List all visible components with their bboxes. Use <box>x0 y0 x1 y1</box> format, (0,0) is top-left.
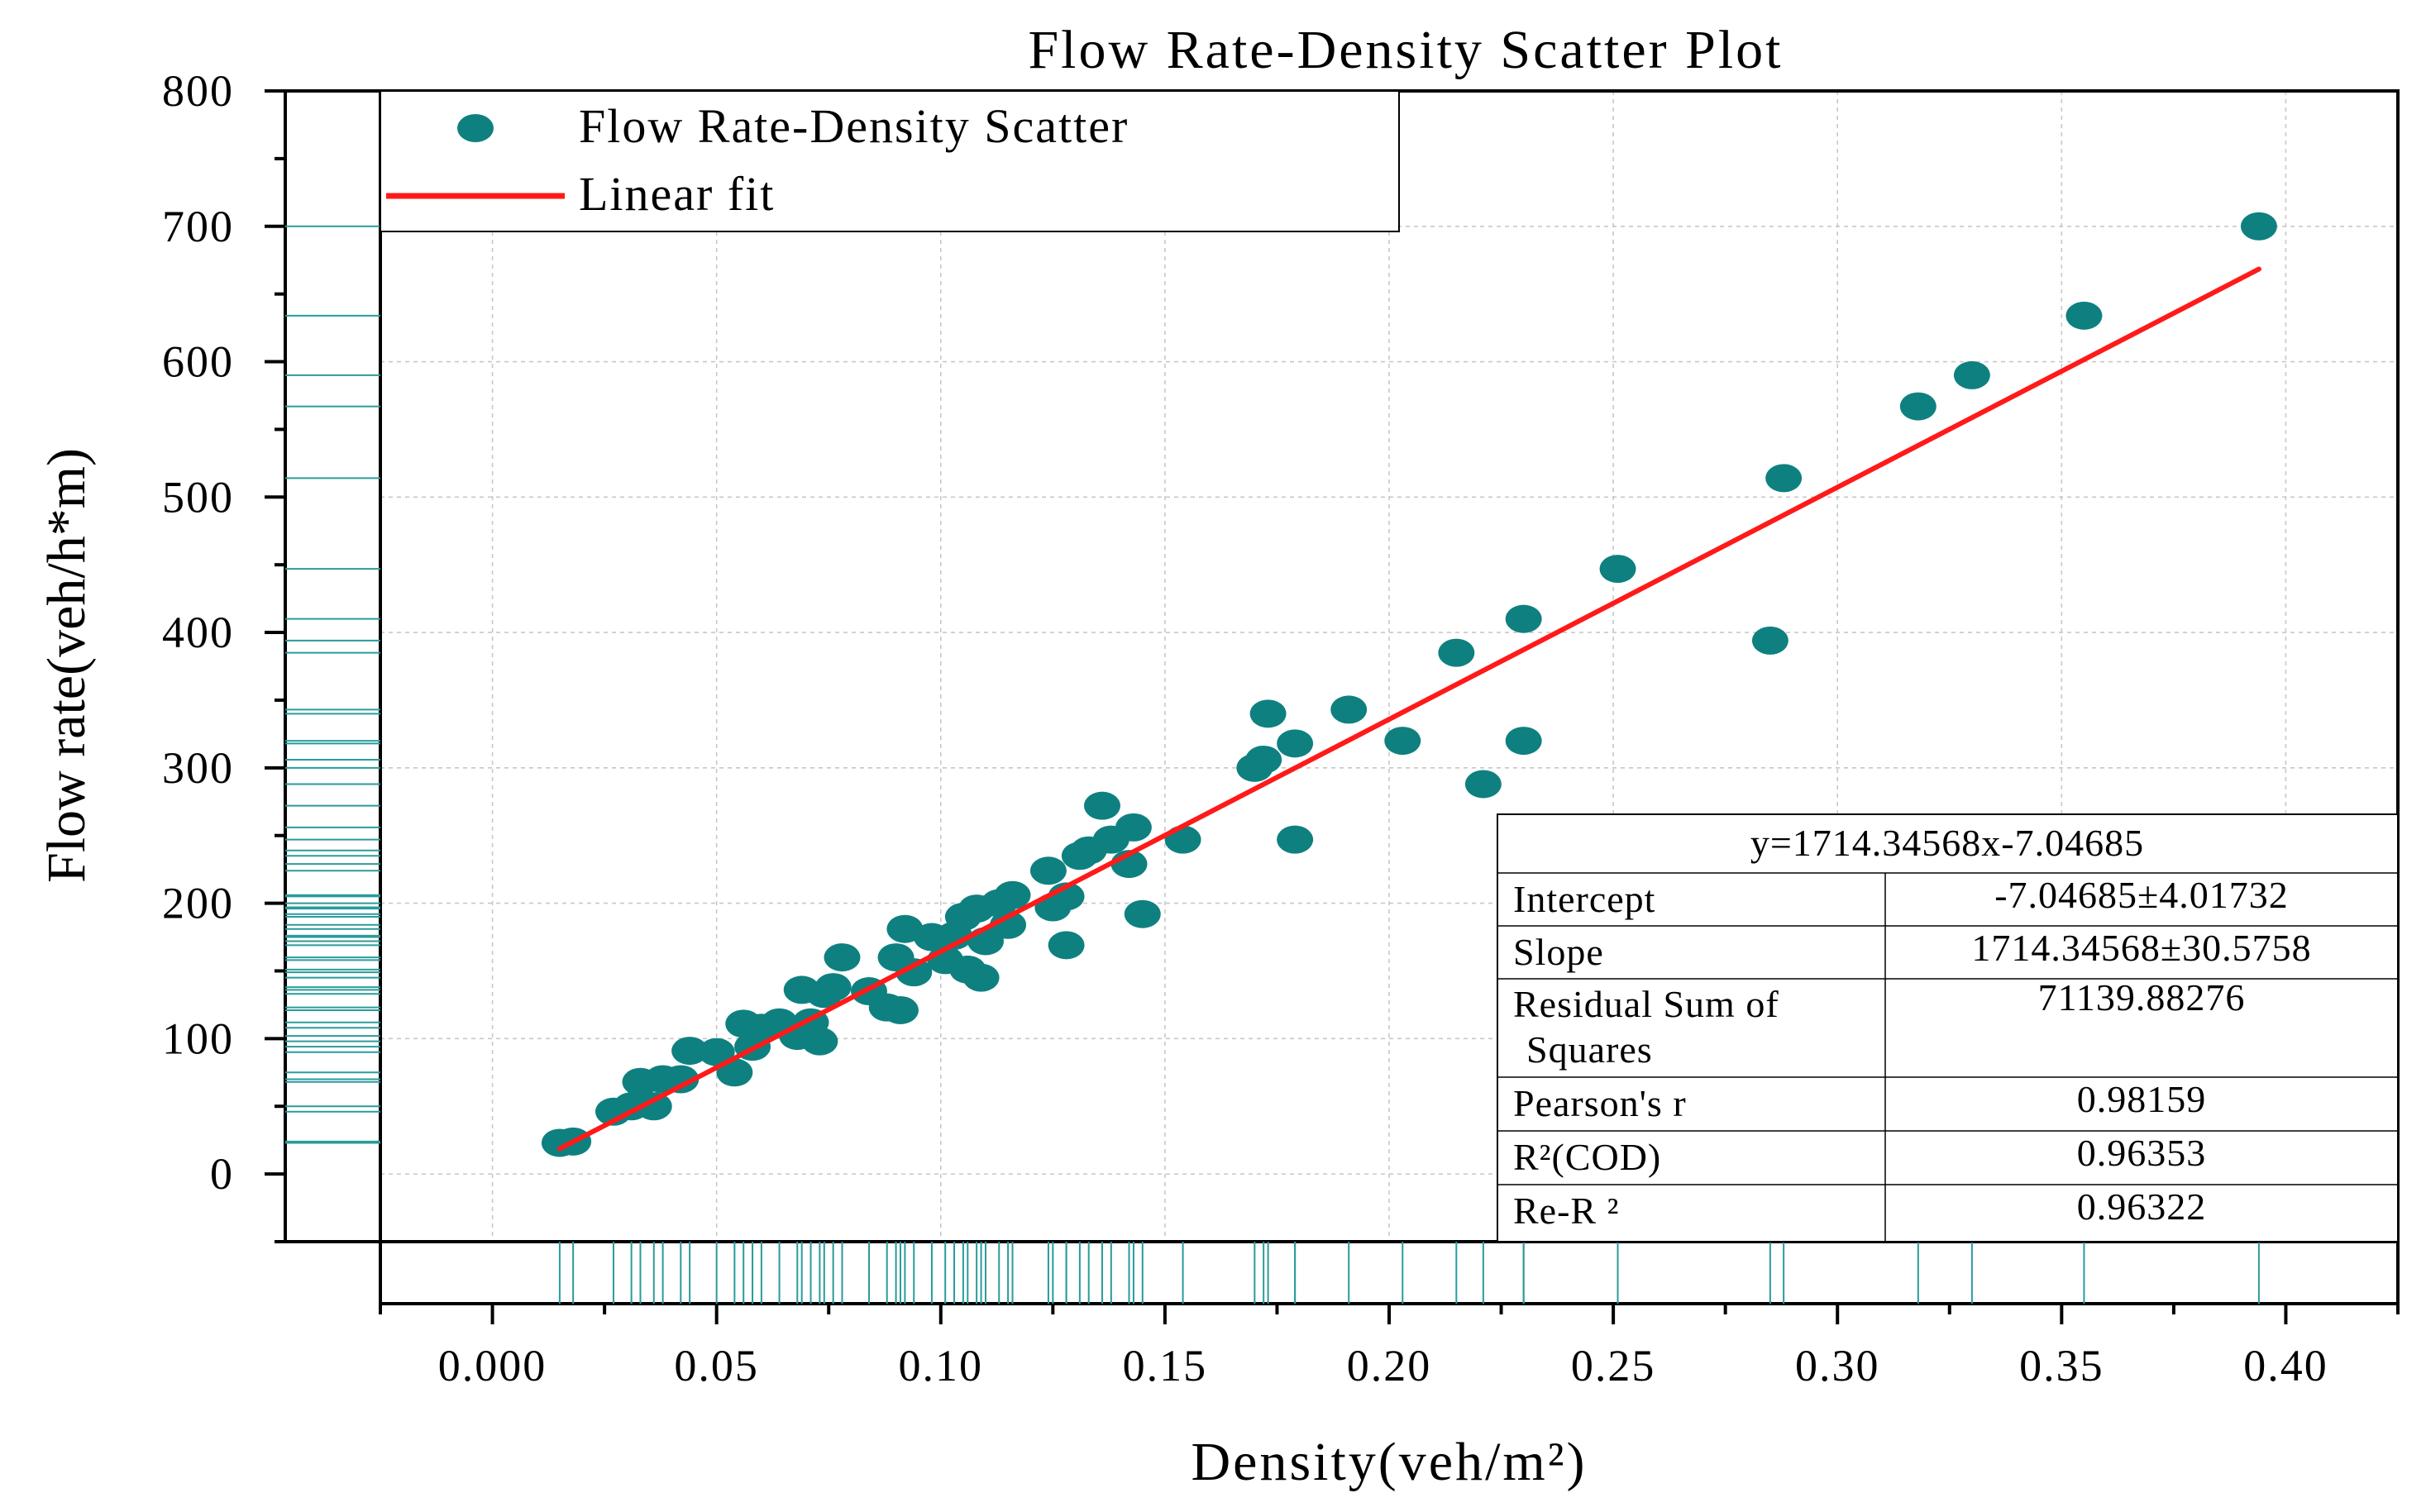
y-tick-label: 0 <box>210 1149 234 1199</box>
scatter-point <box>801 1027 838 1056</box>
fit-equation: y=1714.34568x-7.04685 <box>1750 822 2144 864</box>
scatter-point <box>1464 770 1502 799</box>
scatter-point <box>1124 899 1161 928</box>
stats-table-box <box>1497 813 2399 1243</box>
y-rug-marks <box>285 225 380 1144</box>
scatter-point <box>881 995 919 1024</box>
scatter-point <box>1245 745 1282 774</box>
scatter-point <box>1765 464 1803 493</box>
fit-stats-table: y=1714.34568x-7.04685 Intercept -7.04685… <box>1497 813 2399 1243</box>
y-tick-label: 600 <box>162 337 234 387</box>
stats-label-adj-r2: Re-R ² <box>1513 1190 1619 1232</box>
stats-value-r2: 0.96353 <box>2077 1132 2207 1174</box>
legend: Flow Rate-Density Scatter Linear fit <box>380 90 1400 232</box>
legend-scatter-marker <box>457 114 494 142</box>
scatter-point <box>1330 695 1368 724</box>
x-tick-label: 0.40 <box>2243 1341 2328 1390</box>
stats-label-slope: Slope <box>1513 931 1604 973</box>
scatter-point <box>2065 301 2103 330</box>
x-tick-label: 0.000 <box>438 1341 547 1390</box>
scatter-point <box>1505 727 1542 756</box>
scatter-point <box>1505 604 1542 633</box>
scatter-point <box>1115 813 1152 842</box>
legend-scatter-label: Flow Rate-Density Scatter <box>579 99 1129 153</box>
x-tick-label: 0.20 <box>1347 1341 1432 1390</box>
scatter-point <box>814 973 852 1002</box>
scatter-point <box>1953 360 1990 389</box>
stats-label-intercept: Intercept <box>1513 878 1655 920</box>
scatter-point <box>1277 729 1314 758</box>
scatter-point <box>2240 212 2277 241</box>
y-axis-ticks: 0 100 200 300 400 500 600 700 800 <box>162 66 285 1243</box>
x-tick-label: 0.25 <box>1571 1341 1656 1390</box>
scatter-point <box>1029 856 1067 885</box>
y-tick-label: 700 <box>162 202 234 251</box>
x-tick-label: 0.05 <box>674 1341 759 1390</box>
legend-box <box>380 90 1400 232</box>
scatter-point <box>1438 638 1475 667</box>
stats-value-intercept: -7.04685±4.01732 <box>1994 874 2289 916</box>
y-tick-label: 800 <box>162 66 234 116</box>
scatter-point <box>1164 825 1201 854</box>
y-tick-label: 200 <box>162 879 234 928</box>
stats-value-adj-r2: 0.96322 <box>2077 1185 2207 1228</box>
x-tick-label: 0.10 <box>899 1341 984 1390</box>
scatter-point <box>1384 727 1421 756</box>
stats-value-slope: 1714.34568±30.5758 <box>1971 927 2311 969</box>
y-tick-label: 500 <box>162 472 234 522</box>
stats-value-rss: 71139.88276 <box>2038 976 2246 1018</box>
x-tick-label: 0.15 <box>1123 1341 1208 1390</box>
legend-fit-label: Linear fit <box>579 167 775 221</box>
scatter-point <box>962 963 1000 992</box>
linear-fit-line <box>556 266 2261 1152</box>
scatter-point <box>994 880 1031 909</box>
x-axis-label: Density(veh/m²) <box>1191 1432 1587 1492</box>
x-tick-label: 0.30 <box>1795 1341 1880 1390</box>
scatter-point <box>1751 626 1788 655</box>
scatter-point <box>824 943 861 972</box>
scatter-point <box>990 910 1027 939</box>
scatter-point <box>1277 825 1314 854</box>
scatter-point <box>1249 699 1287 728</box>
scatter-point <box>635 1092 672 1121</box>
scatter-point <box>895 958 933 987</box>
stats-label-pearson: Pearson's r <box>1513 1082 1687 1124</box>
chart-title: Flow Rate-Density Scatter Plot <box>1028 20 1783 80</box>
scatter-point <box>1048 931 1085 960</box>
y-tick-label: 300 <box>162 743 234 793</box>
scatter-point <box>1599 555 1636 584</box>
stats-label-rss-line2: Squares <box>1526 1028 1653 1071</box>
stats-label-rss: Residual Sum of <box>1513 983 1779 1025</box>
stats-label-r2: R²(COD) <box>1513 1136 1661 1178</box>
scatter-point <box>1899 392 1937 421</box>
scatter-point <box>1083 791 1120 820</box>
stats-value-pearson: 0.98159 <box>2077 1078 2207 1120</box>
scatter-point <box>662 1065 700 1094</box>
scatter-point <box>698 1037 735 1066</box>
x-rug-marks <box>558 1242 2260 1304</box>
y-axis-label: Flow rate(veh/h*m) <box>36 448 97 883</box>
x-tick-label: 0.35 <box>2019 1341 2104 1390</box>
y-tick-label: 400 <box>162 608 234 657</box>
scatter-point <box>671 1037 709 1066</box>
y-tick-label: 100 <box>162 1014 234 1063</box>
x-axis-ticks: 0.000 0.05 0.10 0.15 0.20 0.25 0.30 0.35 0.40 <box>379 1304 2400 1390</box>
